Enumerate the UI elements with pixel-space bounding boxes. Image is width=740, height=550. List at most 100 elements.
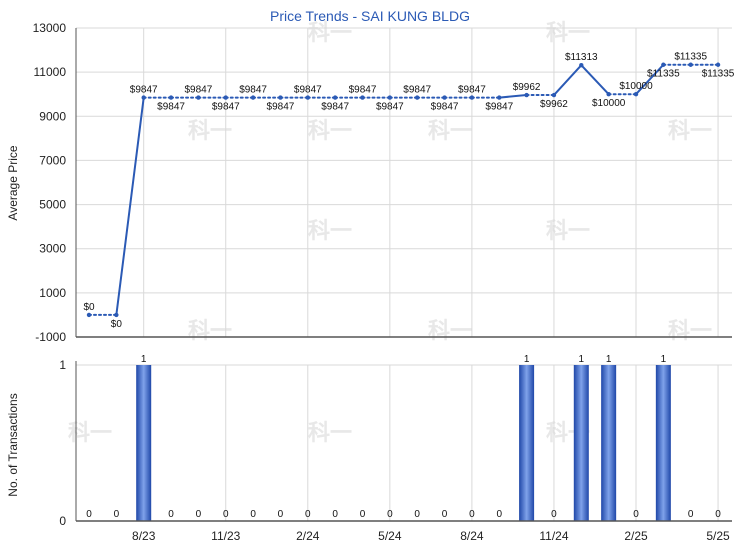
price-data-label-21: $11335 bbox=[647, 69, 680, 80]
price-data-label-15: $9847 bbox=[485, 102, 513, 113]
price-point-6 bbox=[250, 95, 256, 100]
price-data-label-11: $9847 bbox=[376, 102, 404, 113]
price-data-label-7: $9847 bbox=[267, 102, 295, 113]
chart-title: Price Trends - SAI KUNG BLDG bbox=[270, 8, 470, 24]
price-point-12 bbox=[415, 95, 420, 100]
transaction-bar-16 bbox=[519, 365, 535, 521]
transaction-count-label-5: 0 bbox=[223, 509, 229, 520]
transaction-count-label-17: 0 bbox=[551, 509, 557, 520]
transaction-count-label-15: 0 bbox=[496, 509, 502, 520]
price-point-18 bbox=[579, 63, 584, 68]
price-point-3 bbox=[168, 95, 174, 100]
price-y-tick-label: 13000 bbox=[33, 21, 67, 35]
x-tick-label: 11/24 bbox=[539, 529, 568, 543]
price-point-2 bbox=[141, 95, 146, 100]
price-point-4 bbox=[196, 95, 201, 100]
price-point-10 bbox=[360, 95, 365, 100]
price-data-label-19: $10000 bbox=[592, 98, 626, 109]
price-line-segment-21 bbox=[635, 63, 665, 96]
axes-layer: 130001100090007000500030001000-1000108/2… bbox=[33, 21, 732, 543]
watermark-text-10: 科一 bbox=[668, 318, 712, 343]
x-tick-label: 11/23 bbox=[211, 529, 240, 543]
watermark-text-7: 科一 bbox=[546, 218, 590, 243]
price-data-label-17: $9962 bbox=[540, 99, 568, 110]
watermark-text-3: 科一 bbox=[308, 118, 352, 143]
transaction-bar-18 bbox=[573, 365, 589, 521]
price-data-label-18: $11313 bbox=[565, 52, 598, 63]
price-line-segment-16 bbox=[498, 94, 528, 99]
transaction-bar-19 bbox=[601, 365, 617, 521]
price-data-label-16: $9962 bbox=[513, 82, 541, 93]
x-tick-label: 2/25 bbox=[624, 529, 648, 543]
price-y-axis-title: Average Price bbox=[6, 145, 20, 220]
price-data-label-8: $9847 bbox=[294, 85, 322, 96]
x-tick-label: 2/24 bbox=[296, 529, 320, 543]
transaction-count-label-16: 1 bbox=[524, 354, 530, 365]
price-point-23 bbox=[715, 62, 721, 67]
transaction-count-label-9: 0 bbox=[332, 509, 338, 520]
price-point-8 bbox=[305, 95, 310, 100]
price-point-13 bbox=[442, 95, 447, 100]
transactions-y-axis-title: No. of Transactions bbox=[6, 393, 20, 496]
price-point-20 bbox=[633, 92, 639, 97]
watermark-text-0: 科一 bbox=[308, 20, 352, 45]
transactions-y-tick-label: 0 bbox=[59, 514, 66, 528]
price-data-label-9: $9847 bbox=[321, 102, 349, 113]
x-tick-label: 5/24 bbox=[378, 529, 402, 543]
price-y-tick-label: -1000 bbox=[35, 330, 66, 344]
transaction-bar-21 bbox=[655, 365, 671, 521]
price-line-segment-19 bbox=[580, 64, 610, 96]
price-y-tick-label: 11000 bbox=[34, 65, 67, 79]
x-tick-label: 5/25 bbox=[706, 529, 730, 543]
watermark-text-9: 科一 bbox=[428, 318, 472, 343]
transaction-count-label-4: 0 bbox=[196, 509, 202, 520]
price-data-label-22: $11335 bbox=[674, 52, 707, 63]
watermark-text-6: 科一 bbox=[308, 218, 352, 243]
price-data-label-4: $9847 bbox=[184, 85, 212, 96]
price-data-label-6: $9847 bbox=[239, 85, 267, 96]
price-data-label-20: $10000 bbox=[619, 81, 653, 92]
price-data-label-23: $11335 bbox=[702, 69, 735, 80]
price-point-19 bbox=[606, 92, 611, 97]
price-point-16 bbox=[524, 92, 529, 98]
price-point-11 bbox=[387, 95, 393, 100]
price-point-14 bbox=[469, 95, 475, 100]
price-data-label-14: $9847 bbox=[458, 85, 486, 96]
watermark-text-8: 科一 bbox=[188, 318, 232, 343]
price-y-tick-label: 1000 bbox=[39, 286, 66, 300]
price-point-17 bbox=[551, 92, 557, 98]
watermark-text-4: 科一 bbox=[428, 118, 472, 143]
transaction-count-label-8: 0 bbox=[305, 509, 311, 520]
price-data-label-12: $9847 bbox=[403, 85, 431, 96]
watermark-text-2: 科一 bbox=[188, 118, 232, 143]
x-tick-label: 8/24 bbox=[460, 529, 484, 543]
transaction-count-label-21: 1 bbox=[661, 354, 667, 365]
price-data-label-10: $9847 bbox=[349, 85, 377, 96]
transaction-count-label-19: 1 bbox=[606, 354, 612, 365]
transaction-count-label-13: 0 bbox=[442, 509, 448, 520]
price-point-21 bbox=[661, 62, 666, 67]
price-point-5 bbox=[223, 95, 228, 100]
price-data-label-13: $9847 bbox=[431, 102, 459, 113]
transaction-count-label-1: 0 bbox=[114, 509, 120, 520]
price-point-7 bbox=[278, 95, 283, 100]
transaction-count-label-14: 0 bbox=[469, 509, 475, 520]
transaction-count-label-2: 1 bbox=[141, 354, 147, 365]
transaction-count-label-6: 0 bbox=[250, 509, 256, 520]
transaction-count-label-20: 0 bbox=[633, 509, 639, 520]
price-data-label-2: $9847 bbox=[130, 85, 158, 96]
transactions-bar-plot: 0 0 1 0 0 0 0 0 0 0 0 0 0 0 0 0 1 0 1 1 0 1 0 0 bbox=[86, 354, 721, 521]
x-tick-label: 8/23 bbox=[132, 529, 156, 543]
watermark-text-1: 科一 bbox=[546, 20, 590, 45]
price-data-label-1: $0 bbox=[111, 319, 123, 330]
price-y-tick-label: 5000 bbox=[39, 198, 66, 212]
price-y-tick-label: 3000 bbox=[39, 242, 66, 256]
transaction-count-label-3: 0 bbox=[168, 509, 174, 520]
transaction-count-label-22: 0 bbox=[688, 509, 694, 520]
watermark-text-5: 科一 bbox=[668, 118, 712, 143]
price-data-label-0: $0 bbox=[83, 302, 95, 313]
price-data-label-3: $9847 bbox=[157, 102, 185, 113]
